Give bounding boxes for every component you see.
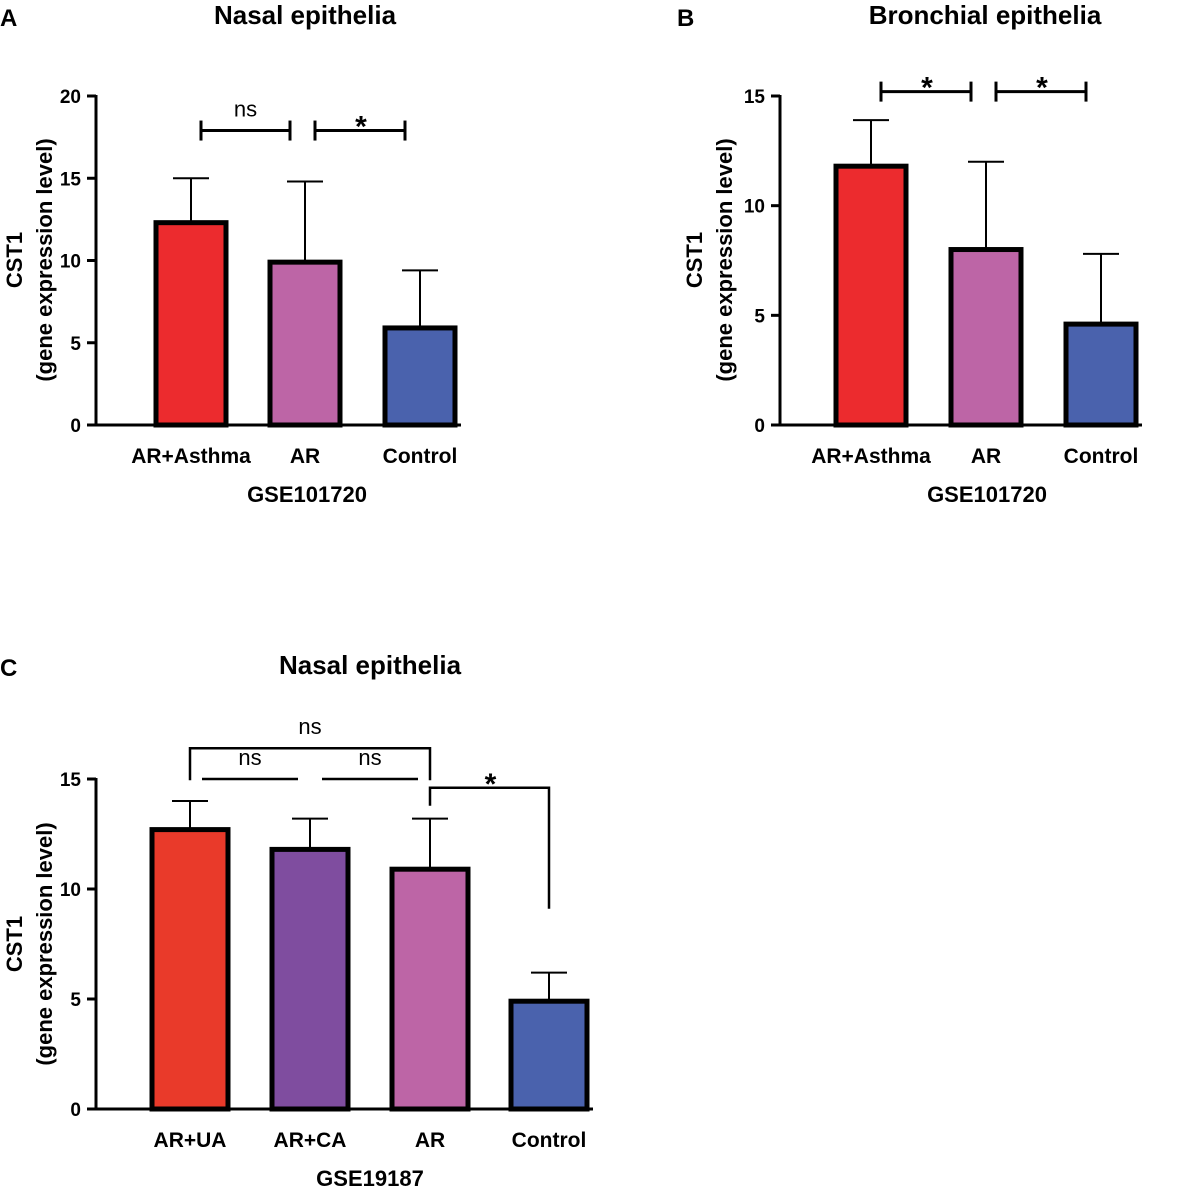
category-label: Control	[512, 1129, 587, 1152]
x-axis-label: GSE101720	[247, 482, 367, 507]
panel-a-nasal-gse101720: A Nasal epithelia CST1 (gene expression …	[0, 0, 461, 507]
y-axis-label-line1: CST1	[2, 232, 27, 288]
panel-b-bronchial-gse101720: B Bronchial epithelia CST1 (gene express…	[677, 0, 1142, 507]
x-axis-label: GSE19187	[316, 1166, 424, 1191]
bar-ar	[389, 866, 471, 1112]
category-label: AR+CA	[274, 1129, 347, 1152]
y-tick-label: 5	[70, 334, 81, 355]
y-tick-label: 5	[70, 990, 81, 1011]
category-label: AR+Asthma	[131, 445, 251, 468]
sig-bracket	[188, 746, 432, 781]
category-label: AR+UA	[154, 1129, 227, 1152]
significance-label: *	[355, 111, 367, 144]
bar-ar-ca	[269, 846, 351, 1112]
y-tick-label: 10	[60, 252, 81, 273]
chart-title: Nasal epithelia	[279, 650, 462, 680]
chart-title: Bronchial epithelia	[869, 0, 1102, 30]
category-label: AR	[971, 445, 1001, 468]
y-tick-label: 15	[60, 169, 82, 190]
y-tick-label: 0	[70, 1100, 81, 1121]
significance-label: ns	[234, 97, 257, 122]
bar-control	[1063, 321, 1139, 428]
y-axis-label-line1: CST1	[2, 916, 27, 972]
bar-control	[382, 325, 458, 428]
bar-ar-ua	[149, 827, 231, 1112]
category-label: AR+Asthma	[811, 445, 931, 468]
category-label: AR	[290, 445, 320, 468]
y-axis-label-line2: (gene expression level)	[712, 138, 737, 381]
y-tick-label: 10	[60, 880, 81, 901]
y-tick-label: 15	[744, 87, 766, 108]
y-tick-label: 10	[744, 197, 765, 218]
category-label: Control	[1064, 445, 1139, 468]
significance-label: *	[485, 768, 497, 801]
chart-title: Nasal epithelia	[214, 0, 397, 30]
panel-c-nasal-gse19187: C Nasal epithelia CST1 (gene expression …	[0, 650, 593, 1191]
bar-ar-asthma	[833, 163, 909, 428]
panel-letter: B	[677, 5, 694, 32]
y-tick-label: 5	[754, 306, 765, 327]
sig-elbow	[428, 786, 551, 909]
significance-label: ns	[298, 714, 321, 739]
y-axis-label-line1: CST1	[682, 232, 707, 288]
panel-letter: A	[0, 5, 17, 32]
category-label: AR	[415, 1129, 445, 1152]
significance-label: ns	[238, 745, 261, 770]
y-tick-label: 20	[60, 87, 81, 108]
y-tick-label: 15	[60, 770, 82, 791]
significance-label: *	[921, 72, 933, 105]
category-label: Control	[383, 445, 458, 468]
panel-letter: C	[0, 655, 17, 682]
y-axis-label-line2: (gene expression level)	[32, 822, 57, 1065]
y-axis-label-line2: (gene expression level)	[32, 138, 57, 381]
bar-control	[508, 998, 590, 1112]
y-tick-label: 0	[754, 416, 765, 437]
bar-ar	[948, 247, 1024, 428]
y-tick-label: 0	[70, 416, 81, 437]
x-axis-label: GSE101720	[927, 482, 1047, 507]
bar-ar	[267, 259, 343, 428]
bar-ar-asthma	[153, 220, 229, 428]
significance-label: ns	[358, 745, 381, 770]
significance-label: *	[1036, 72, 1048, 105]
